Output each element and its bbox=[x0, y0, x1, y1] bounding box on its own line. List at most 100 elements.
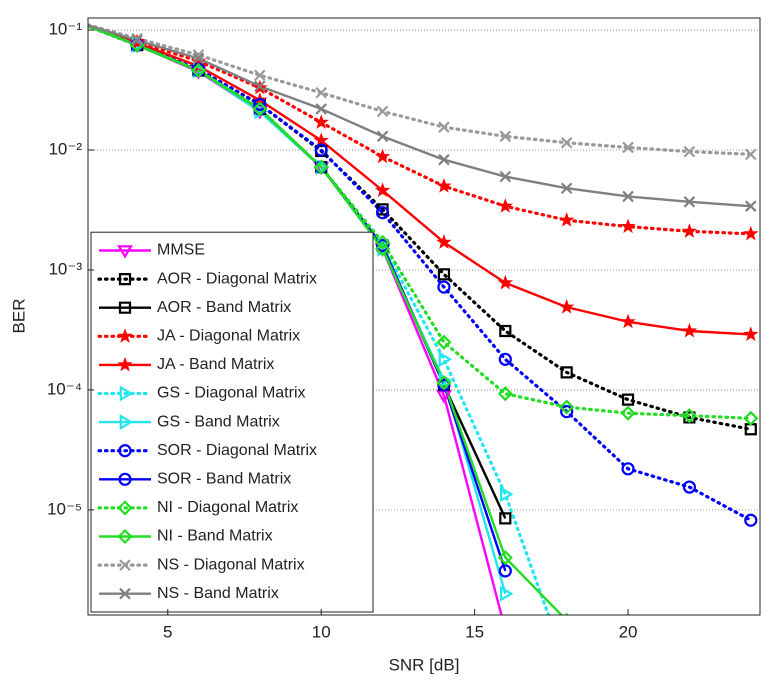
marker bbox=[497, 550, 513, 566]
marker bbox=[564, 612, 569, 615]
marker bbox=[190, 62, 207, 79]
marker bbox=[437, 268, 451, 281]
marker bbox=[745, 200, 757, 212]
marker bbox=[681, 223, 698, 238]
marker bbox=[500, 585, 514, 602]
series-line bbox=[88, 24, 751, 336]
marker bbox=[620, 405, 636, 421]
marker bbox=[253, 97, 267, 111]
marker bbox=[119, 587, 131, 600]
marker bbox=[192, 49, 205, 61]
y-tick-label: 10⁻³ bbox=[48, 259, 82, 278]
marker bbox=[314, 143, 328, 157]
x-tick-label: 20 bbox=[619, 622, 638, 641]
marker bbox=[374, 148, 391, 164]
y-tick-label: 10⁻² bbox=[48, 139, 82, 158]
series-line bbox=[88, 24, 753, 420]
marker bbox=[622, 190, 634, 203]
marker bbox=[497, 386, 513, 402]
x-axis-label: SNR [dB] bbox=[389, 655, 460, 674]
legend-label: NS - Diagonal Matrix bbox=[157, 556, 305, 573]
marker bbox=[437, 378, 451, 392]
marker bbox=[436, 334, 452, 350]
marker bbox=[117, 245, 133, 259]
marker bbox=[313, 132, 329, 148]
series-group bbox=[88, 23, 759, 672]
marker bbox=[119, 414, 134, 431]
legend-label: SOR - Diagonal Matrix bbox=[157, 442, 317, 459]
marker bbox=[313, 114, 329, 129]
marker bbox=[499, 324, 512, 338]
series-line bbox=[88, 24, 753, 522]
marker bbox=[559, 212, 575, 227]
x-tick-label: 15 bbox=[465, 622, 484, 641]
legend-label: GS - Diagonal Matrix bbox=[157, 385, 306, 402]
marker bbox=[745, 148, 757, 161]
marker bbox=[683, 145, 696, 158]
marker bbox=[436, 375, 452, 391]
axes-frame bbox=[87, 17, 761, 616]
marker bbox=[743, 225, 759, 241]
marker bbox=[193, 62, 207, 79]
legend-label: NI - Diagonal Matrix bbox=[157, 499, 298, 516]
marker bbox=[119, 559, 131, 571]
legend-label: AOR - Diagonal Matrix bbox=[157, 270, 317, 287]
marker bbox=[376, 105, 389, 118]
legend-label: SOR - Band Matrix bbox=[157, 471, 291, 488]
marker bbox=[118, 301, 132, 314]
marker bbox=[438, 153, 450, 166]
y-axis-label: BER bbox=[9, 299, 28, 334]
series-line bbox=[88, 23, 753, 236]
marker bbox=[117, 328, 133, 343]
marker bbox=[438, 121, 450, 133]
y-tick-label: 10⁻¹ bbox=[48, 20, 82, 39]
marker bbox=[560, 366, 573, 379]
legend-label: JA - Band Matrix bbox=[157, 356, 274, 373]
marker bbox=[498, 564, 512, 578]
legend: MMSE AOR - Diagonal Matrix AOR - Band Matr… bbox=[90, 231, 374, 613]
marker bbox=[437, 280, 451, 294]
marker bbox=[131, 32, 143, 45]
y-tick-label: 10⁻⁴ bbox=[47, 379, 82, 398]
series-line bbox=[88, 23, 753, 156]
marker bbox=[682, 480, 697, 494]
marker bbox=[562, 660, 572, 672]
marker bbox=[683, 196, 696, 208]
marker bbox=[375, 206, 390, 220]
marker bbox=[315, 86, 327, 99]
marker bbox=[620, 218, 636, 234]
marker bbox=[559, 299, 575, 314]
marker bbox=[117, 500, 133, 516]
legend-label: AOR - Band Matrix bbox=[157, 299, 291, 316]
series-line bbox=[88, 23, 751, 208]
marker bbox=[117, 356, 133, 372]
marker bbox=[622, 141, 634, 154]
marker bbox=[499, 170, 512, 183]
x-tick-label: 10 bbox=[312, 622, 331, 641]
marker bbox=[560, 182, 573, 195]
marker bbox=[438, 351, 453, 368]
legend-label: MMSE bbox=[157, 242, 205, 259]
marker bbox=[497, 198, 513, 213]
marker bbox=[436, 178, 452, 193]
legend-label: GS - Band Matrix bbox=[157, 413, 280, 430]
marker bbox=[119, 385, 134, 402]
marker bbox=[560, 136, 573, 149]
marker bbox=[254, 69, 266, 82]
marker bbox=[375, 234, 391, 250]
marker bbox=[743, 410, 759, 426]
marker bbox=[118, 472, 132, 486]
marker bbox=[376, 130, 389, 143]
marker bbox=[252, 101, 268, 117]
marker bbox=[499, 626, 511, 636]
legend-label: NS - Band Matrix bbox=[157, 585, 279, 602]
marker bbox=[118, 273, 132, 286]
marker bbox=[374, 182, 391, 197]
marker bbox=[315, 103, 327, 115]
marker bbox=[497, 274, 513, 290]
marker bbox=[744, 513, 758, 527]
marker bbox=[681, 408, 697, 424]
marker bbox=[681, 322, 698, 338]
marker bbox=[315, 159, 330, 176]
